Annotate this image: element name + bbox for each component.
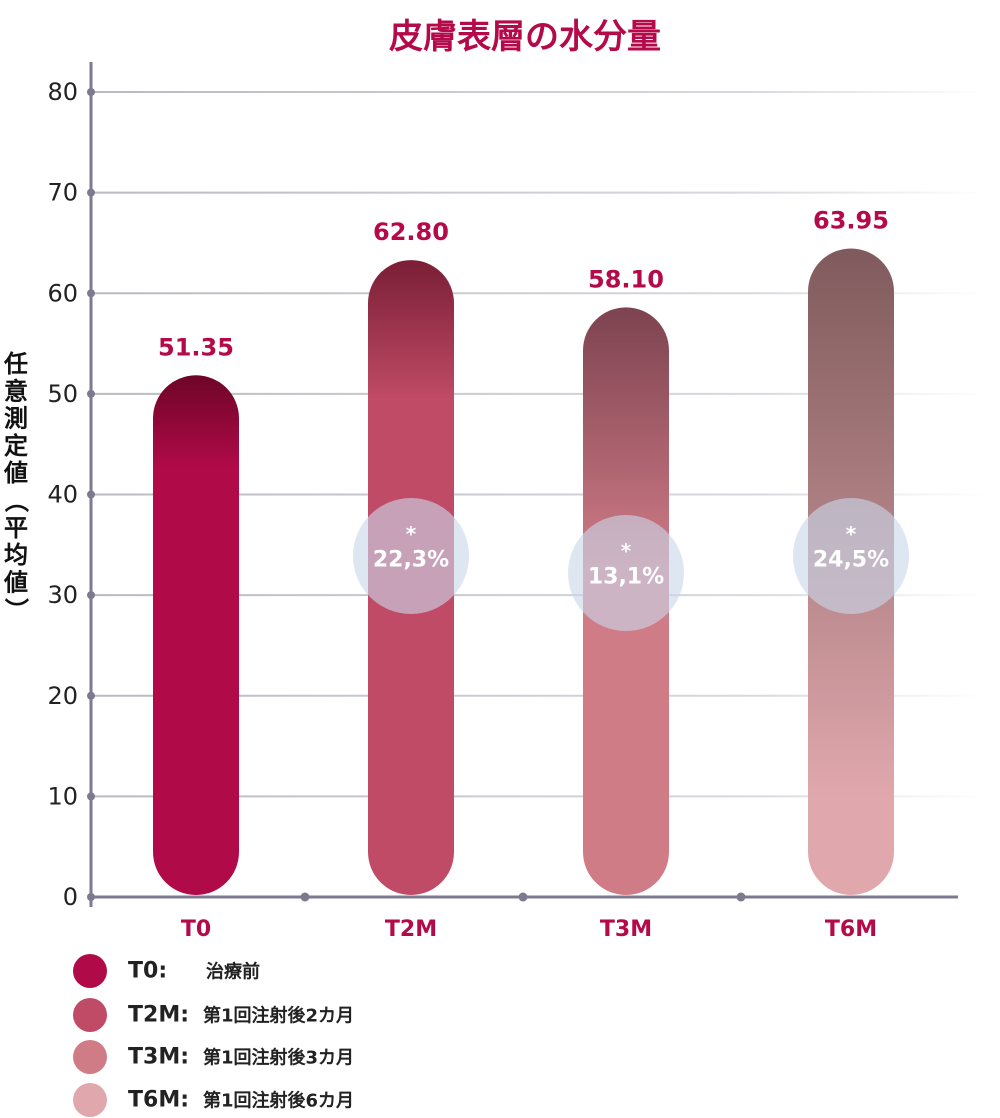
y-axis-label-char: 値 bbox=[3, 568, 28, 596]
gridline bbox=[91, 493, 985, 496]
y-axis-ticks: 0 10 20 30 40 50 60 70 80 bbox=[47, 78, 95, 911]
gridline bbox=[91, 392, 985, 395]
value-label: 58.10 bbox=[588, 265, 664, 293]
value-label: 51.35 bbox=[158, 333, 234, 361]
y-tick-label: 30 bbox=[47, 581, 78, 609]
legend-key: T0: bbox=[128, 959, 167, 984]
legend-desc: 第1回注射後2カ月 bbox=[203, 1005, 354, 1027]
legend-swatch bbox=[73, 1040, 107, 1074]
legend-key: T2M: bbox=[128, 1003, 189, 1028]
legend-item: T3M: 第1回注射後3カ月 bbox=[73, 1040, 354, 1074]
legend-desc: 第1回注射後6カ月 bbox=[203, 1090, 354, 1112]
increase-badges: *22,3% *13,1%*24,5% bbox=[353, 498, 909, 631]
gridline bbox=[91, 795, 985, 798]
significance-marker: * bbox=[406, 522, 417, 546]
gridline bbox=[91, 292, 985, 295]
value-label: 63.95 bbox=[813, 207, 889, 235]
significance-marker: * bbox=[846, 522, 857, 546]
value-label: 62.80 bbox=[373, 218, 449, 246]
y-axis-label-char: 値 bbox=[3, 459, 28, 487]
chart-title: 皮膚表層の水分量 bbox=[389, 17, 661, 57]
x-axis-dot bbox=[736, 892, 746, 902]
y-tick-label: 40 bbox=[47, 481, 78, 509]
bar-t0 bbox=[153, 375, 239, 895]
legend-item: T0: 治療前 bbox=[73, 954, 260, 988]
y-tick-label: 10 bbox=[47, 782, 78, 810]
legend-desc: 治療前 bbox=[206, 961, 260, 983]
x-tick-label: T2M bbox=[385, 917, 437, 942]
bars bbox=[153, 248, 894, 896]
increase-badge: *22,3% bbox=[353, 498, 469, 614]
y-axis-label-char: 意 bbox=[4, 377, 28, 405]
gridline bbox=[91, 91, 985, 93]
increase-badge: *13,1% bbox=[568, 515, 684, 631]
y-tick-label: 20 bbox=[47, 682, 78, 710]
y-tick-label: 60 bbox=[47, 279, 78, 307]
y-axis-label-char: ） bbox=[2, 598, 30, 622]
x-tick-label: T3M bbox=[600, 917, 652, 942]
legend-swatch bbox=[73, 998, 107, 1032]
increase-label: 22,3% bbox=[373, 548, 449, 573]
legend-swatch bbox=[73, 954, 107, 988]
badge-circle bbox=[353, 498, 469, 614]
axes bbox=[89, 62, 958, 907]
y-tick-label: 70 bbox=[47, 179, 78, 207]
badge-circle bbox=[568, 515, 684, 631]
y-axis-label-char: 均 bbox=[4, 541, 28, 569]
x-axis-ticks: T0 T2M T3M T6M bbox=[181, 917, 877, 942]
x-tick-label: T0 bbox=[181, 917, 211, 942]
legend-key: T6M: bbox=[128, 1088, 189, 1113]
value-labels: 51.35 62.80 58.10 63.95 bbox=[158, 207, 889, 362]
y-axis-label-char: 平 bbox=[4, 514, 28, 542]
gridline bbox=[91, 594, 985, 597]
gridline bbox=[91, 694, 985, 697]
x-axis-dot bbox=[518, 892, 528, 902]
legend-desc: 第1回注射後3カ月 bbox=[203, 1047, 354, 1069]
legend-item: T2M: 第1回注射後2カ月 bbox=[73, 998, 354, 1032]
x-axis-dot bbox=[300, 892, 310, 902]
legend: T0: 治療前 T2M: 第1回注射後2カ月 T3M: 第1回注射後3カ月 T6M: 第1回注… bbox=[73, 954, 354, 1117]
legend-swatch bbox=[73, 1083, 107, 1117]
y-tick-label: 80 bbox=[47, 78, 78, 106]
grid-lines bbox=[91, 91, 985, 798]
y-axis-label-char: 測 bbox=[4, 405, 28, 433]
y-tick-label: 0 bbox=[63, 883, 78, 911]
y-axis-label-char: 任 bbox=[3, 350, 28, 378]
y-tick-label: 50 bbox=[47, 380, 78, 408]
x-tick-label: T6M bbox=[825, 917, 877, 942]
significance-marker: * bbox=[621, 539, 632, 563]
increase-badge: *24,5% bbox=[793, 498, 909, 614]
gridline bbox=[91, 191, 985, 194]
increase-label: 24,5% bbox=[813, 548, 889, 573]
y-axis-label-char: （ bbox=[2, 489, 30, 513]
badge-circle bbox=[793, 498, 909, 614]
y-axis-label-char: 定 bbox=[4, 432, 28, 460]
legend-item: T6M: 第1回注射後6カ月 bbox=[73, 1083, 354, 1117]
legend-key: T3M: bbox=[128, 1045, 189, 1070]
increase-label: 13,1% bbox=[588, 565, 664, 590]
